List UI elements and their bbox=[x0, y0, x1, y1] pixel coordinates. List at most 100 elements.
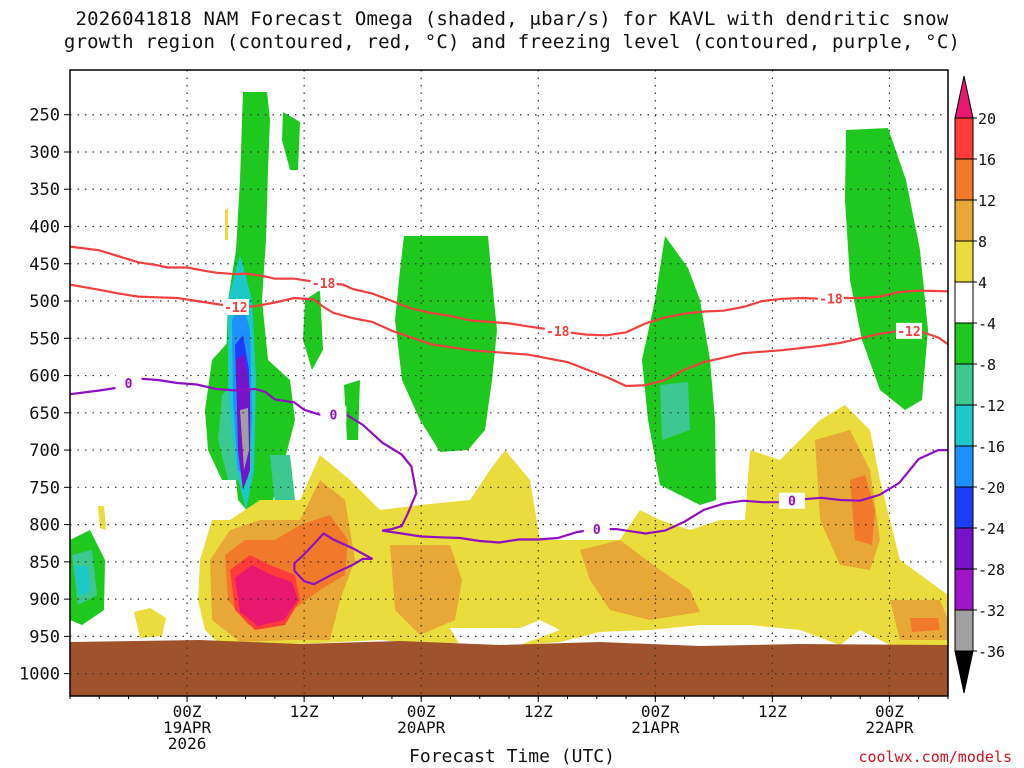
contour-label-bg bbox=[895, 322, 922, 339]
x-tick-label-1: 12Z bbox=[290, 702, 319, 721]
omega-region-white-slot bbox=[450, 620, 560, 645]
y-tick-label-900: 900 bbox=[29, 590, 60, 610]
x-tick-label-6: 00Z bbox=[875, 702, 904, 721]
omega-region-teal-right bbox=[660, 382, 690, 440]
x-tick-label-4: 00Z bbox=[641, 702, 670, 721]
omega-region-orange-light-right bbox=[580, 540, 700, 620]
colorbar-segment-r12_16 bbox=[954, 158, 974, 201]
contour-label-2-3: 0 bbox=[788, 495, 796, 510]
x-tick-label-2: 00Z bbox=[407, 702, 436, 721]
omega-region-yellow-main bbox=[198, 405, 948, 645]
x-tick-date-6: 22APR bbox=[865, 718, 914, 737]
y-tick-label-400: 400 bbox=[29, 218, 60, 238]
colorbar-label-0: 20 bbox=[978, 110, 996, 128]
x-tick-year-0: 2026 bbox=[168, 734, 207, 753]
colorbar-label-13: -36 bbox=[978, 643, 1005, 661]
omega-region-green-far-right bbox=[845, 128, 928, 410]
y-tick-label-500: 500 bbox=[29, 292, 60, 312]
omega-region-orange-right bbox=[850, 475, 875, 545]
y-tick-label-1000: 1000 bbox=[19, 665, 60, 685]
y-tick-label-350: 350 bbox=[29, 180, 60, 200]
colorbar: 20 16 12 8 4 -4 -8 -12 -16 -20 -24 -28 -32 -36 bbox=[954, 75, 1005, 694]
colorbar-segment-gray bbox=[954, 609, 974, 652]
y-tick-label-600: 600 bbox=[29, 367, 60, 387]
contour-label-bg bbox=[817, 290, 844, 307]
ground-surface bbox=[70, 640, 948, 696]
x-tick-date-4: 21APR bbox=[631, 718, 680, 737]
y-tick-label-250: 250 bbox=[29, 106, 60, 126]
colorbar-label-9: -20 bbox=[978, 479, 1005, 497]
omega-region-green-center bbox=[395, 236, 497, 452]
colorbar-segment-g8_12 bbox=[954, 363, 974, 406]
colorbar-segment-r16_20 bbox=[954, 117, 974, 160]
y-tick-label-650: 650 bbox=[29, 404, 60, 424]
colorbar-max-arrow bbox=[954, 75, 974, 119]
omega-region-orange-corner bbox=[910, 618, 940, 632]
colorbar-segment-r4_8 bbox=[954, 240, 974, 283]
contour-label-bg bbox=[778, 492, 805, 509]
omega-region-cyan-far-left bbox=[74, 566, 90, 596]
colorbar-segment-b20_24 bbox=[954, 486, 974, 529]
colorbar-label-5: -4 bbox=[978, 315, 996, 333]
contour-label-bg bbox=[115, 375, 142, 391]
contour-label-0-1: -18 bbox=[546, 325, 570, 340]
x-tick-label-3: 12Z bbox=[524, 702, 553, 721]
colorbar-label-10: -24 bbox=[978, 520, 1005, 538]
colorbar-segment-b16_20 bbox=[954, 445, 974, 488]
omega-region-orange-light-mid bbox=[390, 545, 462, 635]
contour-label-2-2: 0 bbox=[593, 523, 601, 538]
y-tick-label-950: 950 bbox=[29, 627, 60, 647]
colorbar-segment-c12_16 bbox=[954, 404, 974, 447]
contour-label-1-1: -12 bbox=[897, 325, 920, 340]
y-tick-label-850: 850 bbox=[29, 553, 60, 573]
y-tick-label-550: 550 bbox=[29, 329, 60, 349]
chart-title-line-2: growth region (contoured, red, °C) and f… bbox=[63, 31, 961, 53]
contour-label-bg bbox=[583, 521, 610, 538]
omega-region-green-mid bbox=[303, 290, 323, 370]
contour-labels: -18 -18 -18 -12 -12 0 0 0 0 bbox=[115, 275, 922, 538]
contour-line-3 bbox=[293, 532, 373, 586]
x-tick-label-0: 00Z bbox=[173, 702, 202, 721]
y-tick-label-450: 450 bbox=[29, 255, 60, 275]
omega-region-teal-small bbox=[270, 455, 295, 505]
contour-label-0-0: -18 bbox=[312, 277, 336, 292]
y-tick-label-750: 750 bbox=[29, 478, 60, 498]
contour-label-bg bbox=[544, 322, 571, 339]
x-axis-label: Forecast Time (UTC) bbox=[409, 746, 615, 767]
omega-shading bbox=[70, 92, 948, 696]
omega-region-yellow-sliver bbox=[225, 208, 228, 240]
credit-watermark: coolwx.com/models bbox=[858, 748, 1012, 766]
colorbar-label-8: -16 bbox=[978, 438, 1005, 456]
colorbar-label-1: 16 bbox=[978, 151, 996, 169]
omega-region-green-small bbox=[344, 380, 360, 440]
colorbar-label-6: -8 bbox=[978, 356, 996, 374]
contour-label-2-1: 0 bbox=[329, 408, 337, 423]
omega-region-yellow-small-left bbox=[134, 608, 166, 638]
colorbar-label-3: 8 bbox=[978, 233, 987, 251]
contour-label-bg bbox=[310, 275, 337, 292]
omega-region-pink-core bbox=[235, 565, 298, 626]
colorbar-min-arrow bbox=[954, 650, 974, 694]
omega-region-gray-core bbox=[240, 408, 249, 470]
contour-label-1-0: -12 bbox=[224, 301, 247, 316]
colorbar-label-11: -28 bbox=[978, 561, 1005, 579]
colorbar-label-12: -32 bbox=[978, 602, 1005, 620]
contour-label-2-0: 0 bbox=[125, 377, 133, 392]
colorbar-segment-p28_32 bbox=[954, 568, 974, 611]
colorbar-segment-g4_8 bbox=[954, 322, 974, 365]
contour-label-bg bbox=[320, 406, 347, 423]
colorbar-segment-r8_12 bbox=[954, 199, 974, 242]
x-tick-label-5: 12Z bbox=[758, 702, 787, 721]
y-tick-label-800: 800 bbox=[29, 516, 60, 536]
y-tick-label-300: 300 bbox=[29, 143, 60, 163]
omega-region-green-right-col bbox=[642, 236, 716, 505]
colorbar-segment-neutral bbox=[954, 281, 974, 324]
y-tick-label-700: 700 bbox=[29, 441, 60, 461]
colorbar-label-4: 4 bbox=[978, 274, 987, 292]
x-tick-date-0: 19APR bbox=[163, 718, 212, 737]
y-axis: 250 300 350 400 450 500 550 600 650 700 750 800 850 9… bbox=[19, 106, 70, 685]
contour-label-0-2: -18 bbox=[819, 292, 843, 307]
contour-line-0 bbox=[70, 245, 948, 337]
omega-region-green-strip bbox=[282, 112, 300, 170]
